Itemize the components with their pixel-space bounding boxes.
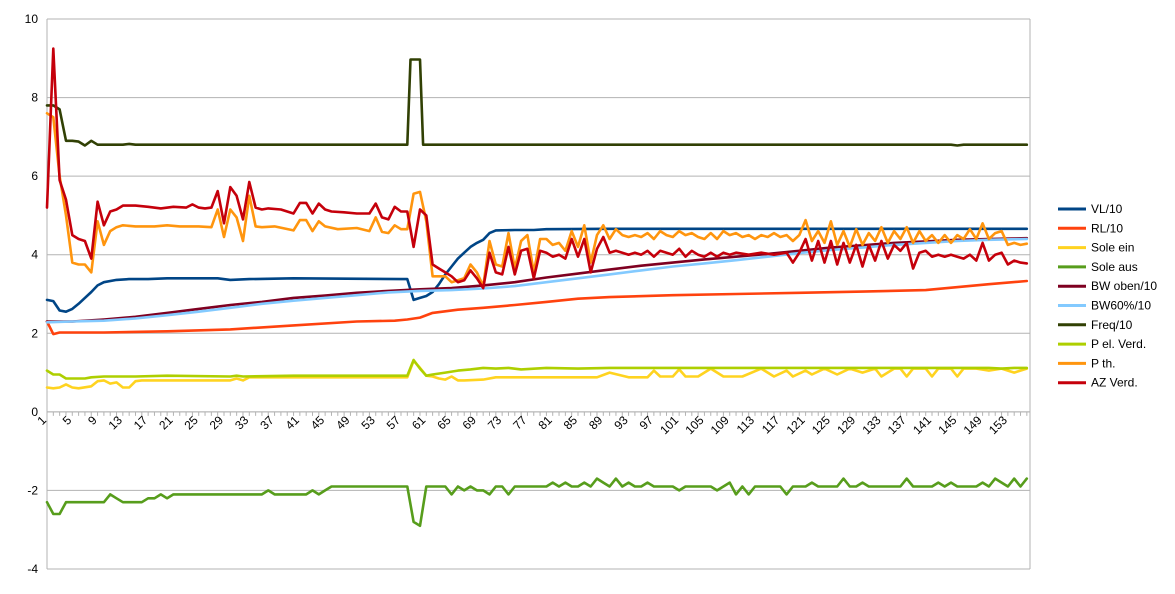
series-line-sole-aus [45, 477, 1029, 528]
x-tick-label: 105 [682, 413, 706, 437]
y-tick-label: 10 [25, 12, 39, 26]
x-tick-label: 89 [586, 413, 606, 433]
x-tick-label: 109 [708, 413, 732, 437]
x-tick-label: 37 [257, 413, 277, 433]
x-tick-label: 101 [657, 413, 681, 437]
x-tick-label: 77 [510, 413, 530, 433]
y-tick-label: -4 [27, 562, 38, 576]
x-tick-label: 137 [885, 413, 909, 437]
x-tick-label: 65 [434, 413, 454, 433]
x-tick-label: 41 [283, 413, 303, 433]
x-tick-label: 121 [784, 413, 808, 437]
x-tick-label: 93 [611, 413, 631, 433]
series-line-az-verd [45, 47, 1029, 290]
series-lines [45, 47, 1029, 528]
x-tick-label: 113 [734, 413, 758, 437]
y-tick-label: 0 [31, 405, 38, 419]
x-tick-label: 149 [961, 413, 985, 437]
legend: VL/10 RL/10 Sole ein Sole aus BW oben/10 BW60… [1058, 202, 1157, 390]
x-tick-label: 57 [384, 413, 404, 433]
x-tick-label: 133 [860, 413, 884, 437]
x-tick-label: 29 [207, 413, 227, 433]
x-tick-label: 97 [637, 413, 657, 433]
x-tick-label: 25 [181, 413, 201, 433]
legend-label-bw-oben-10: BW oben/10 [1091, 279, 1157, 293]
series-line-p-el-verd [45, 358, 1029, 380]
series-line-rl-10 [45, 279, 1029, 336]
x-tick-label: 81 [535, 413, 555, 433]
y-tick-label: -2 [27, 483, 38, 497]
y-tick-label: 8 [31, 91, 38, 105]
x-tick-label: 21 [156, 413, 176, 433]
series-line-sole-ein [45, 359, 1029, 390]
y-tick-label: 4 [31, 248, 38, 262]
legend-label-sole-ein: Sole ein [1091, 241, 1134, 255]
x-tick-label: 61 [409, 413, 429, 433]
x-tick-label: 73 [485, 413, 505, 433]
x-tick-label: 13 [106, 413, 126, 433]
series-line-freq-10 [45, 58, 1029, 147]
x-tick-label: 129 [834, 413, 858, 437]
x-tick-label: 117 [759, 413, 783, 437]
series-line-vl-10 [45, 227, 1029, 314]
legend-label-rl-10: RL/10 [1091, 221, 1123, 235]
series-line-p-th [45, 112, 1029, 288]
x-tick-label: 153 [986, 413, 1010, 437]
legend-label-vl-10: VL/10 [1091, 202, 1123, 216]
x-tick-label: 125 [809, 413, 833, 437]
x-tick-label: 33 [232, 413, 252, 433]
legend-label-bw60-10: BW60%/10 [1091, 299, 1151, 313]
x-tick-label: 85 [561, 413, 581, 433]
y-tick-label: 2 [31, 326, 38, 340]
legend-label-sole-aus: Sole aus [1091, 260, 1138, 274]
x-tick-label: 145 [935, 413, 959, 437]
x-tick-label: 17 [131, 413, 151, 433]
legend-label-freq-10: Freq/10 [1091, 318, 1133, 332]
legend-label-p-el-verd: P el. Verd. [1091, 337, 1146, 351]
x-tick-label: 69 [460, 413, 480, 433]
x-tick-label: 53 [358, 413, 378, 433]
x-tick-label: 49 [333, 413, 353, 433]
legend-label-az-verd: AZ Verd. [1091, 376, 1138, 390]
y-tick-label: 6 [31, 169, 38, 183]
x-tick-label: 45 [308, 413, 328, 433]
legend-label-p-th: P th. [1091, 356, 1115, 370]
x-tick-label: 141 [910, 413, 934, 437]
